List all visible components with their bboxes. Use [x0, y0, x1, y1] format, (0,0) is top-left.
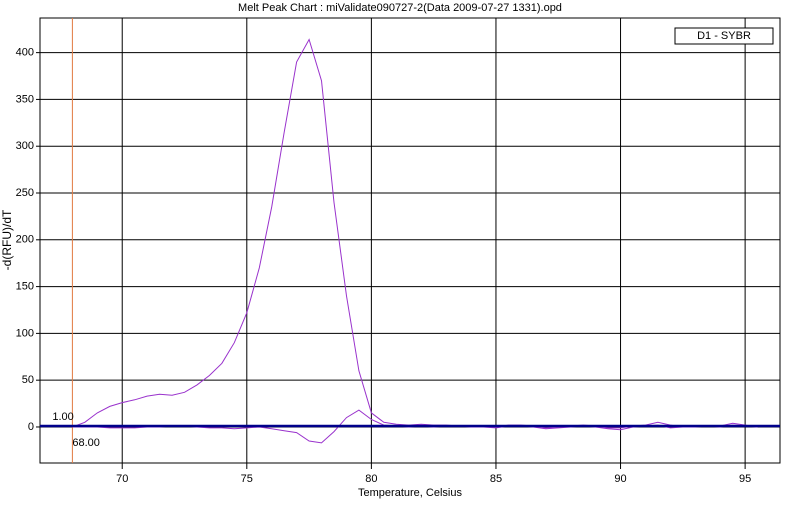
- x-tick-label: 90: [614, 473, 626, 485]
- marker-label: 68.00: [72, 437, 100, 449]
- y-tick-label: 50: [22, 374, 34, 386]
- x-tick-label: 70: [116, 473, 128, 485]
- plot-frame: [39, 17, 781, 464]
- x-tick-label: 95: [739, 473, 751, 485]
- x-tick-label: 85: [490, 473, 502, 485]
- y-tick-label: 350: [16, 93, 34, 105]
- y-tick-label: 200: [16, 234, 34, 246]
- y-tick-label: 300: [16, 140, 34, 152]
- y-tick-label: 400: [16, 47, 34, 59]
- y-axis-label: -d(RFU)/dT: [0, 209, 14, 270]
- chart-title: Melt Peak Chart : miValidate090727-2(Dat…: [238, 2, 562, 14]
- x-tick-label: 75: [241, 473, 253, 485]
- threshold-label: 1.00: [52, 411, 73, 423]
- legend-label: D1 - SYBR: [697, 30, 751, 42]
- legend-box: [674, 27, 774, 45]
- y-tick-label: 150: [16, 280, 34, 292]
- y-tick-label: 100: [16, 327, 34, 339]
- x-axis-label: Temperature, Celsius: [358, 487, 462, 499]
- x-tick-label: 80: [365, 473, 377, 485]
- y-tick-label: 250: [16, 187, 34, 199]
- y-tick-label: 0: [28, 421, 34, 433]
